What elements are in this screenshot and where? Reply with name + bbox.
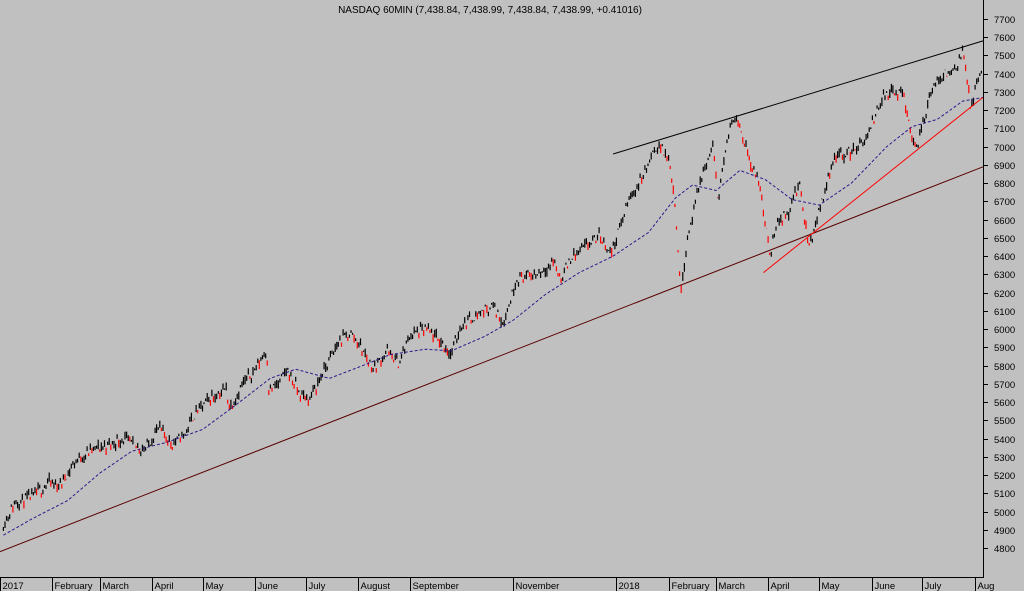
y-tick-label: 6900 [994,161,1015,172]
y-tick-label: 6100 [994,307,1015,318]
series-layer [0,40,984,553]
y-tick-label: 5900 [994,343,1015,354]
y-tick-label: 6400 [994,252,1015,263]
y-tick-label: 7400 [994,70,1015,81]
x-tick-label: July [309,581,326,591]
x-tick-label: November [516,581,560,591]
chart-title: NASDAQ 60MIN (7,438.84, 7,438.99, 7,438.… [338,5,642,16]
y-tick-label: 5500 [994,416,1015,427]
y-tick-label: 6700 [994,197,1015,208]
x-tick-label: 2018 [619,581,640,591]
y-tick-label: 6800 [994,179,1015,190]
y-tick-label: 7100 [994,124,1015,135]
y-tick-label: 6600 [994,216,1015,227]
moving-average-line [3,96,984,536]
y-tick-label: 4800 [994,544,1015,555]
y-tick-label: 5600 [994,398,1015,409]
trendline [0,166,984,553]
y-tick-label: 7000 [994,143,1015,154]
trendline [763,97,984,273]
trendline [612,40,984,155]
y-tick-label: 5700 [994,380,1015,391]
y-tick-label: 6300 [994,270,1015,281]
y-tick-label: 5400 [994,435,1015,446]
y-tick-label: 6000 [994,325,1015,336]
x-tick-label: May [822,581,840,591]
x-tick-label: May [206,581,224,591]
y-tick-label: 7500 [994,51,1015,62]
x-axis: 2017 February March April May June July August S… [0,578,995,591]
y-tick-label: 5300 [994,453,1015,464]
y-tick-label: 5000 [994,508,1015,519]
y-tick-label: 5800 [994,362,1015,373]
x-tick-label: June [258,581,279,591]
plot-background [0,0,983,578]
y-tick-label: 7600 [994,33,1015,44]
x-tick-label: April [155,581,174,591]
x-tick-label: February [55,581,93,591]
y-tick-label: 6200 [994,289,1015,300]
x-tick-label: September [413,581,459,591]
x-tick-label: July [925,581,942,591]
y-tick-label: 7300 [994,88,1015,99]
y-tick-label: 4900 [994,526,1015,537]
x-tick-label: April [771,581,790,591]
x-tick-label: Aug [978,581,995,591]
x-tick-label: August [361,581,391,591]
y-tick-label: 7200 [994,106,1015,117]
y-axis: 4800 4900 5000 5100 5200 5300 5400 5500 5600 5700… [983,15,1015,555]
y-tick-label: 5100 [994,489,1015,500]
y-tick-label: 5200 [994,471,1015,482]
y-tick-label: 6500 [994,234,1015,245]
x-tick-label: March [103,581,129,591]
x-tick-label: 2017 [3,581,24,591]
x-tick-label: June [875,581,896,591]
x-tick-label: March [719,581,745,591]
y-tick-label: 7700 [994,15,1015,26]
x-tick-label: February [672,581,710,591]
